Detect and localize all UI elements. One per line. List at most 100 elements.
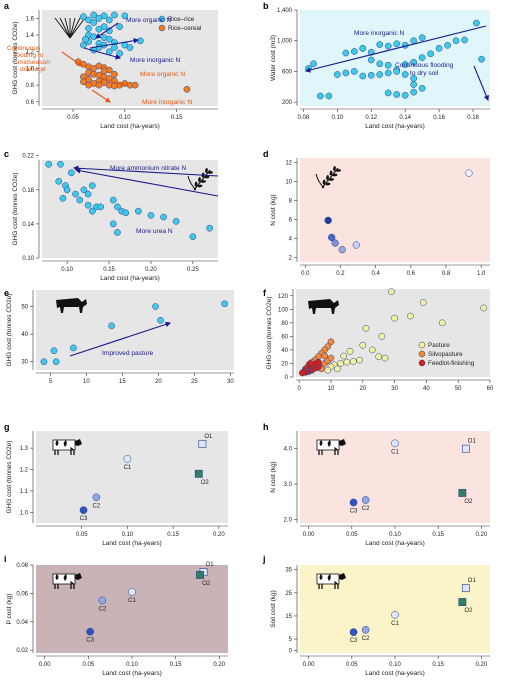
data-point	[206, 224, 213, 232]
y-tick-label: 1.2	[26, 50, 35, 56]
data-point	[346, 347, 354, 355]
data-point	[349, 358, 357, 365]
data-point	[376, 60, 384, 68]
y-tick-label: 3.0	[284, 482, 293, 488]
data-point	[340, 352, 348, 360]
data-point	[337, 360, 344, 367]
data-point	[410, 81, 418, 88]
data-point	[359, 341, 367, 349]
data-point	[478, 55, 485, 63]
x-tick-label: 0.10	[61, 267, 73, 273]
point-label: O1	[206, 562, 215, 568]
data-point	[92, 493, 101, 502]
data-point	[333, 365, 341, 373]
data-point	[342, 49, 350, 57]
data-point	[381, 354, 389, 362]
data-point	[349, 498, 358, 507]
x-tick-label: 5	[49, 379, 53, 385]
data-point	[85, 25, 92, 32]
data-point	[59, 194, 67, 202]
data-point	[55, 177, 63, 185]
arrow	[473, 65, 489, 102]
x-tick-label: 0.10	[126, 662, 138, 668]
plot-area	[300, 10, 490, 106]
data-point	[391, 314, 398, 322]
y-axis-label: GHG cost (tonnes CO2e)	[6, 441, 13, 514]
legend-marker	[158, 15, 166, 23]
data-point	[111, 82, 118, 90]
y-tick-label: 50	[21, 305, 28, 311]
y-tick-label: 8	[289, 199, 293, 205]
point-label: O2	[202, 581, 211, 587]
x-tick-label: 0.15	[103, 267, 115, 273]
point-label: O1	[204, 434, 213, 440]
chart-panel-j: j 0.00 0.05 0.10 0.15 0.20 0 5 15 25 35 Land cost (…	[262, 554, 490, 677]
x-tick-label: 0.10	[119, 115, 131, 121]
arrow	[304, 25, 487, 73]
x-tick-label: 25	[191, 379, 198, 385]
data-point	[147, 212, 155, 219]
data-point	[70, 344, 77, 352]
data-point	[368, 346, 376, 354]
x-tick-label: 0.25	[187, 267, 199, 273]
data-point	[111, 44, 118, 51]
x-tick-label: 0.10	[331, 115, 343, 121]
x-tick-label: 0.10	[389, 532, 401, 538]
data-point	[461, 584, 470, 593]
x-tick-label: 0.4	[371, 271, 380, 277]
data-point	[384, 42, 392, 50]
annotation: Improved pasture	[102, 350, 154, 357]
x-tick-label: 0.10	[122, 532, 134, 538]
data-point	[45, 160, 53, 168]
point-label: O1	[468, 578, 477, 584]
chart-panel-a: a 0.05 0.10 0.15 0.6 0.8 1.0 1.2 1.4 1.6 Land cost…	[4, 1, 218, 130]
data-point	[384, 61, 392, 69]
data-point	[183, 85, 191, 93]
data-point	[79, 506, 88, 515]
x-tick-label: 0.05	[346, 532, 358, 538]
data-point	[401, 91, 409, 99]
x-tick-label: 0.00	[303, 662, 315, 668]
data-point	[108, 322, 115, 330]
data-point	[391, 610, 399, 619]
y-tick-label: 20	[281, 361, 288, 367]
data-point	[321, 352, 328, 360]
data-point	[194, 469, 203, 478]
x-tick-label: 0.18	[467, 115, 479, 121]
legend-label: Rice–rice	[168, 16, 195, 23]
data-point	[97, 203, 105, 211]
data-point	[418, 34, 426, 41]
data-point	[378, 333, 386, 340]
data-point	[98, 596, 107, 605]
data-point	[465, 169, 473, 177]
y-tick-label: 120	[278, 294, 289, 300]
x-tick-label: 0.20	[476, 532, 488, 538]
y-tick-label: 40	[21, 332, 28, 338]
data-point	[128, 588, 136, 596]
data-point	[121, 12, 129, 20]
panel-label: f	[263, 288, 267, 298]
data-point	[391, 439, 399, 448]
annotation: More urea N	[136, 228, 173, 235]
y-tick-label: 0.06	[16, 591, 28, 597]
data-point	[361, 496, 370, 504]
data-point	[342, 69, 350, 77]
data-point	[135, 207, 142, 215]
x-tick-label: 0.15	[171, 115, 183, 121]
data-point	[126, 44, 134, 51]
arrow	[69, 321, 172, 357]
legend-label: Rice–cereal	[168, 25, 201, 32]
x-tick-label: 1.0	[477, 271, 486, 277]
legend-label: Pasture	[428, 342, 450, 349]
data-point	[438, 319, 446, 327]
data-point	[131, 81, 139, 89]
y-tick-label: 10	[285, 180, 292, 186]
chart-panel-b: b 0.08 0.10 0.12 0.14 0.16 0.18 200 600 1,000 1,40…	[263, 1, 490, 130]
data-point	[52, 358, 60, 366]
data-point	[384, 89, 392, 97]
data-point	[116, 50, 123, 57]
x-tick-label: 30	[227, 379, 234, 385]
data-point	[435, 45, 443, 52]
data-point	[80, 13, 87, 21]
y-tick-label: 2	[289, 255, 293, 261]
